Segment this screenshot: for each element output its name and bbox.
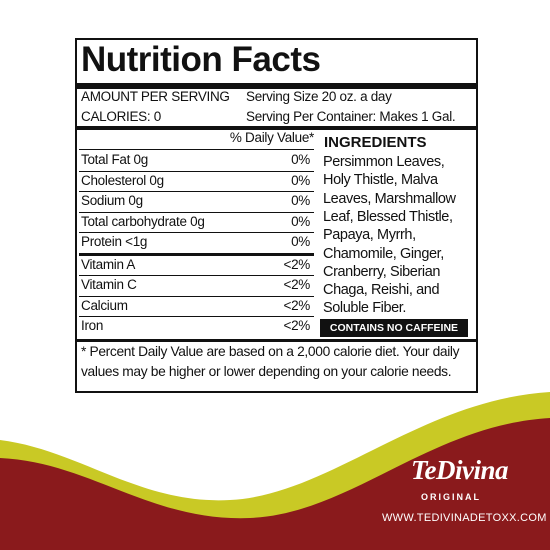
nutrient-name: Total carbohydrate 0g <box>81 213 205 229</box>
nutrient-dv: 0% <box>291 234 310 249</box>
ingredients-line: Holy Thistle, Malva <box>323 172 438 189</box>
footnote: values may be higher or lower depending … <box>81 363 452 379</box>
nutrient-name: Total Fat 0g <box>81 152 148 167</box>
rule <box>79 295 314 297</box>
thick-rule <box>77 126 476 130</box>
nutrition-label <box>75 38 478 393</box>
rule <box>79 191 314 192</box>
rule <box>79 211 314 213</box>
nutrient-dv: <2% <box>283 277 311 292</box>
brand-subtitle: ORIGINAL <box>421 492 481 502</box>
ingredients-title: INGREDIENTS <box>324 134 427 151</box>
daily-value-header: % Daily Value* <box>229 130 314 145</box>
nutrient-dv: 0% <box>291 213 310 229</box>
ingredients-line: Leaf, Blessed Thistle, <box>323 208 453 225</box>
ingredients-line: Leaves, Marshmallow <box>323 190 456 207</box>
nutrient-name: Cholesterol 0g <box>81 172 164 188</box>
thick-rule <box>77 339 476 342</box>
ingredients-line: Persimmon Leaves, <box>323 154 445 170</box>
ingredients-line: Papaya, Myrrh, <box>323 227 416 244</box>
thick-rule <box>77 83 476 89</box>
serving-size: Serving Size 20 oz. a day <box>246 89 392 104</box>
ingredients-line: Cranberry, Siberian <box>323 263 441 280</box>
caffeine-note: CONTAINS NO CAFFEINE <box>320 319 468 337</box>
brand-url: WWW.TEDIVINADETOXX.COM <box>382 512 547 524</box>
ingredients-line: Soluble Fiber. <box>323 300 407 317</box>
servings-per-container: Serving Per Container: Makes 1 Gal. <box>246 109 456 124</box>
nutrient-dv: 0% <box>291 172 310 188</box>
nutrient-dv: <2% <box>283 297 311 313</box>
nutrient-dv: 0% <box>291 152 310 167</box>
thick-rule <box>79 252 314 256</box>
rule <box>79 170 314 172</box>
nutrient-name: Sodium 0g <box>81 193 143 208</box>
footnote: * Percent Daily Value are based on a 2,0… <box>81 344 460 359</box>
nutrient-dv: <2% <box>283 256 311 272</box>
nutrient-dv: <2% <box>283 318 311 333</box>
amount-per-serving: AMOUNT PER SERVING <box>81 89 230 104</box>
ingredients-line: Chaga, Reishi, and <box>323 282 440 299</box>
rule <box>79 316 314 317</box>
nutrient-name: Iron <box>81 318 104 333</box>
rule <box>79 149 314 150</box>
ingredients-line: Chamomile, Ginger, <box>323 245 444 262</box>
rule <box>79 232 314 233</box>
nutrient-name: Calcium <box>81 297 128 313</box>
maroon-wave <box>0 418 550 550</box>
brand-name: TeDivina <box>411 455 509 485</box>
nutrient-name: Vitamin C <box>81 277 137 292</box>
calories: CALORIES: 0 <box>81 109 161 124</box>
nutrient-name: Vitamin A <box>81 256 136 272</box>
nutrient-name: Protein <1g <box>81 234 148 249</box>
label-title: Nutrition Facts <box>81 40 321 79</box>
nutrient-dv: 0% <box>291 193 310 208</box>
rule <box>79 275 314 276</box>
